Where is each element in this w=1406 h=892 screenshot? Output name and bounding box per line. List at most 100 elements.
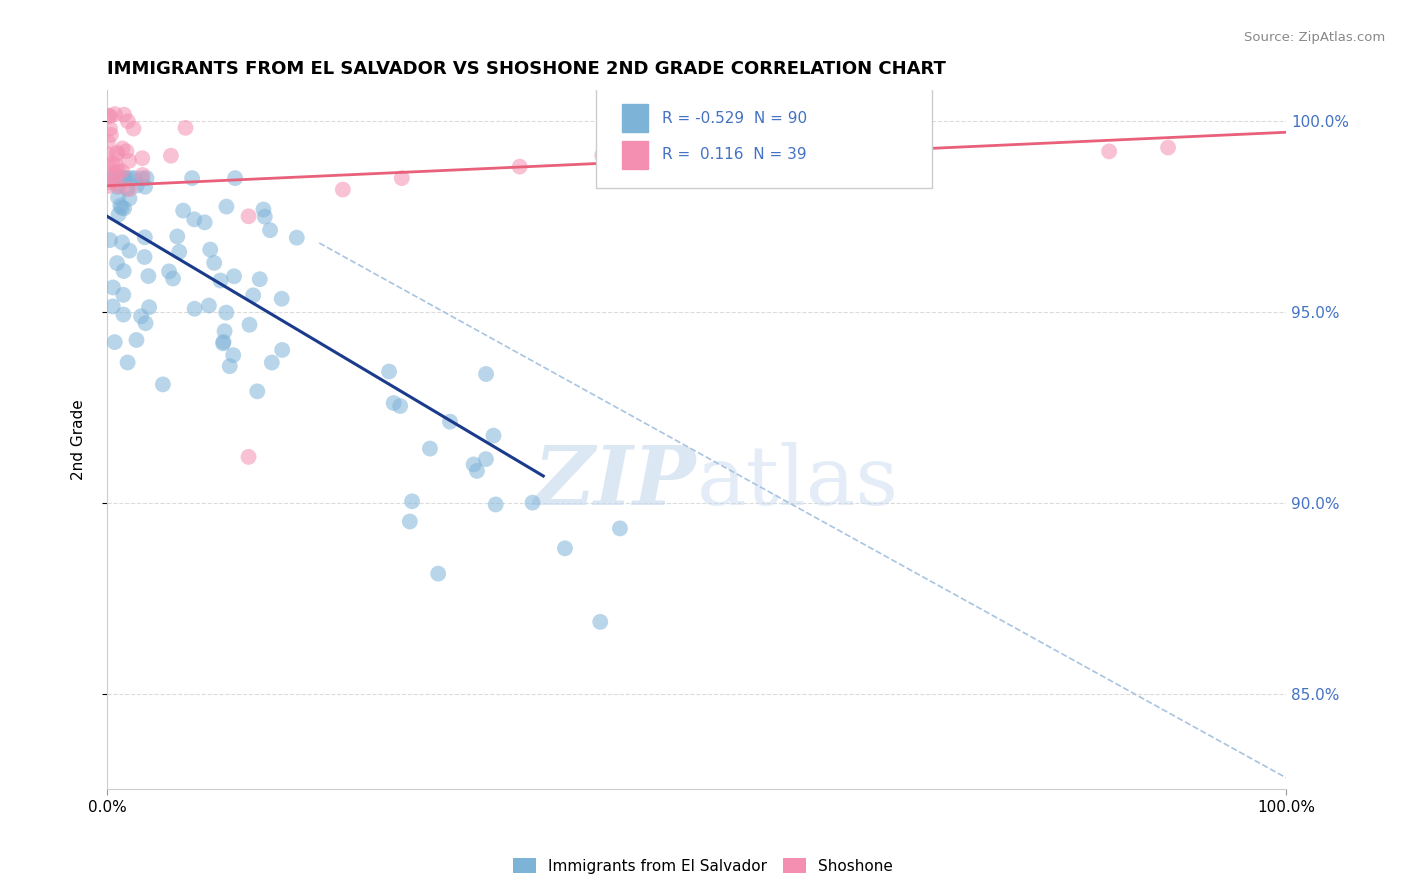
Point bbox=[131, 171, 153, 186]
Point bbox=[249, 272, 271, 286]
Point bbox=[104, 171, 127, 186]
Point bbox=[378, 365, 401, 379]
Point bbox=[222, 348, 245, 362]
Point bbox=[609, 521, 631, 535]
Point bbox=[115, 145, 138, 159]
Point bbox=[97, 178, 120, 193]
Point bbox=[183, 212, 205, 227]
Y-axis label: 2nd Grade: 2nd Grade bbox=[72, 400, 86, 480]
Point bbox=[115, 181, 138, 195]
Point bbox=[162, 271, 184, 285]
Point bbox=[104, 335, 127, 350]
Point bbox=[131, 151, 153, 165]
Point bbox=[259, 223, 281, 237]
Point bbox=[108, 179, 131, 194]
Point bbox=[238, 209, 260, 223]
Point bbox=[96, 147, 118, 161]
Point bbox=[101, 300, 124, 314]
Point bbox=[463, 458, 485, 472]
Point bbox=[169, 244, 191, 259]
Point bbox=[107, 190, 129, 204]
Point bbox=[554, 541, 576, 556]
Point bbox=[285, 230, 308, 244]
Point bbox=[214, 324, 236, 338]
Point bbox=[172, 203, 194, 218]
Point bbox=[332, 183, 354, 197]
Point bbox=[98, 233, 121, 247]
Point bbox=[215, 305, 238, 319]
Point bbox=[253, 210, 276, 224]
Point bbox=[166, 229, 188, 244]
Point bbox=[382, 396, 405, 410]
Point bbox=[270, 292, 292, 306]
Point bbox=[112, 108, 135, 122]
Point bbox=[98, 109, 121, 123]
Point bbox=[112, 264, 135, 278]
Point bbox=[131, 168, 153, 182]
Point bbox=[215, 200, 238, 214]
Point bbox=[124, 171, 146, 186]
Point bbox=[475, 452, 498, 467]
Point bbox=[218, 359, 240, 373]
Point bbox=[252, 202, 274, 217]
Point bbox=[112, 202, 135, 216]
Point bbox=[134, 250, 156, 264]
Point bbox=[419, 442, 441, 456]
Point bbox=[107, 207, 129, 221]
Point bbox=[260, 355, 283, 369]
FancyBboxPatch shape bbox=[623, 141, 648, 169]
Point bbox=[485, 498, 508, 512]
Point bbox=[509, 160, 531, 174]
Point bbox=[125, 178, 148, 193]
Point bbox=[101, 280, 124, 294]
Point bbox=[122, 121, 145, 136]
Point bbox=[222, 269, 245, 284]
Point bbox=[160, 149, 183, 163]
Point bbox=[398, 515, 420, 529]
Point bbox=[118, 153, 141, 168]
Point bbox=[439, 415, 461, 429]
Point bbox=[174, 120, 197, 135]
Point bbox=[111, 201, 134, 215]
Point bbox=[1157, 140, 1180, 154]
Point bbox=[212, 334, 235, 349]
Point bbox=[104, 107, 127, 121]
Text: atlas: atlas bbox=[696, 442, 898, 522]
Point bbox=[111, 141, 134, 155]
Point bbox=[135, 171, 157, 186]
Point bbox=[482, 428, 505, 442]
Point bbox=[115, 171, 138, 186]
Point bbox=[118, 192, 141, 206]
Point bbox=[589, 615, 612, 629]
Point bbox=[242, 288, 264, 302]
Point bbox=[112, 308, 135, 322]
Point bbox=[401, 494, 423, 508]
Text: ZIP: ZIP bbox=[534, 442, 696, 522]
Point bbox=[271, 343, 294, 357]
Point bbox=[100, 128, 122, 142]
FancyBboxPatch shape bbox=[623, 104, 648, 132]
Point bbox=[391, 171, 413, 186]
Point bbox=[107, 145, 129, 160]
Point bbox=[183, 301, 205, 316]
Point bbox=[591, 148, 613, 162]
Point bbox=[125, 333, 148, 347]
Point bbox=[97, 160, 120, 174]
Point bbox=[152, 377, 174, 392]
Point bbox=[212, 336, 235, 351]
Text: Source: ZipAtlas.com: Source: ZipAtlas.com bbox=[1244, 31, 1385, 45]
Point bbox=[107, 164, 129, 178]
Point bbox=[97, 109, 120, 123]
Point bbox=[111, 164, 134, 178]
Point bbox=[112, 171, 135, 186]
Point bbox=[238, 318, 260, 332]
Point bbox=[103, 175, 125, 189]
Point bbox=[138, 268, 160, 283]
Point bbox=[209, 273, 232, 287]
Point bbox=[224, 171, 246, 186]
Point bbox=[522, 496, 544, 510]
Point bbox=[105, 147, 128, 161]
Point bbox=[105, 159, 128, 173]
Point bbox=[120, 171, 142, 186]
Point bbox=[181, 171, 204, 186]
